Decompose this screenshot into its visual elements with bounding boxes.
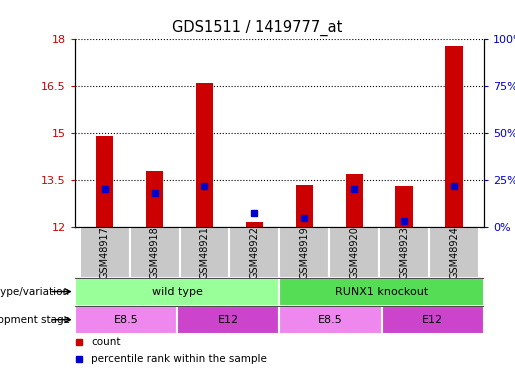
Text: genotype/variation: genotype/variation xyxy=(0,286,70,297)
Text: GSM48923: GSM48923 xyxy=(399,226,409,279)
Bar xyxy=(75,306,177,334)
Text: RUNX1 knockout: RUNX1 knockout xyxy=(335,286,428,297)
Bar xyxy=(445,46,463,227)
Bar xyxy=(429,227,479,278)
Bar xyxy=(329,227,379,278)
Bar xyxy=(130,227,180,278)
Text: GDS1511 / 1419777_at: GDS1511 / 1419777_at xyxy=(173,20,342,36)
Bar xyxy=(379,227,429,278)
Bar xyxy=(230,227,279,278)
Bar xyxy=(196,83,213,227)
Text: GSM48922: GSM48922 xyxy=(249,226,260,279)
Text: development stage: development stage xyxy=(0,315,70,325)
Text: E8.5: E8.5 xyxy=(113,315,138,325)
Text: E12: E12 xyxy=(218,315,239,325)
Text: GSM48917: GSM48917 xyxy=(99,226,110,279)
Text: GSM48919: GSM48919 xyxy=(299,226,310,279)
Text: GSM48920: GSM48920 xyxy=(349,226,359,279)
Text: E8.5: E8.5 xyxy=(318,315,343,325)
Bar xyxy=(382,306,484,334)
Bar xyxy=(246,222,263,227)
Text: GSM48921: GSM48921 xyxy=(199,226,210,279)
Text: count: count xyxy=(91,337,121,347)
Bar xyxy=(75,278,279,306)
Bar xyxy=(180,227,230,278)
Text: E12: E12 xyxy=(422,315,443,325)
Text: wild type: wild type xyxy=(151,286,202,297)
Bar xyxy=(279,278,484,306)
Text: GSM48924: GSM48924 xyxy=(449,226,459,279)
Text: percentile rank within the sample: percentile rank within the sample xyxy=(91,354,267,364)
Bar xyxy=(396,186,413,227)
Bar xyxy=(96,136,113,227)
Bar xyxy=(80,227,130,278)
Bar xyxy=(279,227,329,278)
Bar xyxy=(346,174,363,227)
Bar xyxy=(146,171,163,227)
Bar xyxy=(296,185,313,227)
Text: GSM48918: GSM48918 xyxy=(149,226,160,279)
Bar xyxy=(279,306,382,334)
Bar xyxy=(177,306,279,334)
